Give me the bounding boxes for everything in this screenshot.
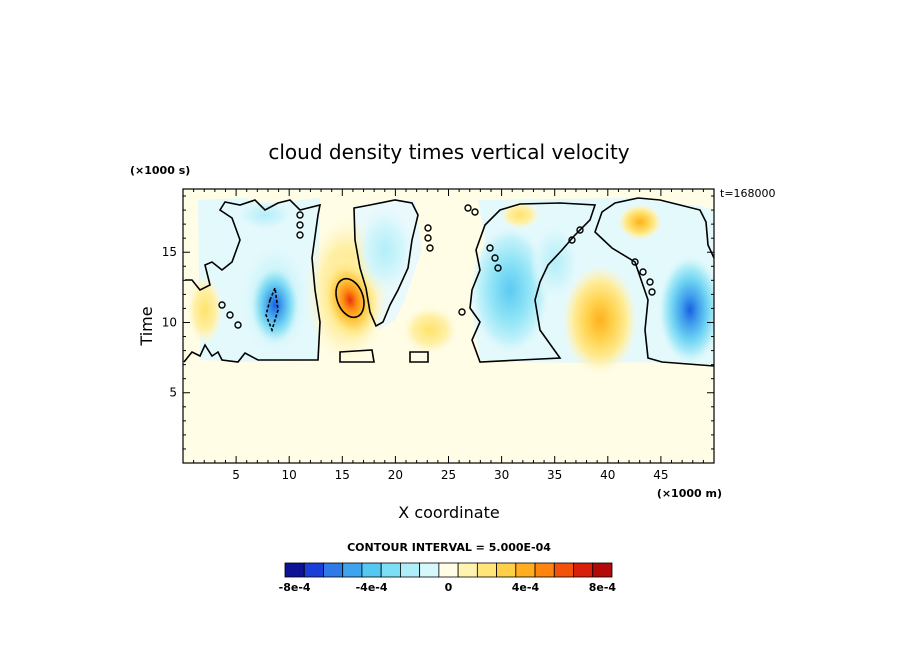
colorbar-swatch <box>361 562 382 578</box>
plot-area: 5 10 15 20 25 30 35 40 45 5 10 15 <box>162 188 715 482</box>
x-tick-label: 30 <box>494 468 509 482</box>
contour-positive-core <box>335 277 365 319</box>
colorbar-tick-label: -4e-4 <box>356 581 388 594</box>
y-tick-label: 15 <box>162 245 177 259</box>
feature-blue-top <box>235 199 295 231</box>
y-tick-label: 10 <box>162 315 177 329</box>
contour-blob-1 <box>339 349 375 363</box>
feature-orange <box>562 265 638 375</box>
contour-interval-label: CONTOUR INTERVAL = 5.000E-04 <box>347 541 551 554</box>
contour-mid-right <box>469 202 597 363</box>
feature-orange-top <box>618 204 662 240</box>
time-label: t=168000 <box>720 187 776 200</box>
colorbar-swatch <box>438 562 459 578</box>
zero-contours <box>183 197 714 367</box>
x-tick-label: 20 <box>388 468 403 482</box>
feature-blue-light-mid <box>355 205 415 295</box>
x-tick-label: 25 <box>441 468 456 482</box>
x-tick-label: 5 <box>232 468 240 482</box>
feature-blue-3 <box>530 222 580 302</box>
feature-blue-2 <box>470 225 550 355</box>
colorbar-tick-label: 8e-4 <box>589 581 617 594</box>
colorbar-tick-label: 4e-4 <box>512 581 540 594</box>
contour-left <box>183 199 322 363</box>
heatmap-field <box>183 197 714 375</box>
x-tick-label: 45 <box>653 468 668 482</box>
x-tick-label: 40 <box>600 468 615 482</box>
y-unit-label: (×1000 s) <box>130 164 190 177</box>
contour-negative-core <box>265 284 279 333</box>
colorbar-swatch <box>592 562 613 578</box>
colorbar-swatch <box>323 562 344 578</box>
chart-title: cloud density times vertical velocity <box>268 140 629 164</box>
feature-yellow-mid <box>402 306 458 354</box>
colorbar-swatch <box>515 562 536 578</box>
colorbar-tick-label: -8e-4 <box>279 581 311 594</box>
x-tick-label: 15 <box>335 468 350 482</box>
colorbar-tick-label: 0 <box>445 581 453 594</box>
ring-contours <box>218 204 656 329</box>
colorbar-swatch <box>534 562 555 578</box>
y-tick-label: 5 <box>169 386 177 400</box>
colorbar: -8e-4 -4e-4 0 4e-4 8e-4 <box>279 562 617 594</box>
feature-yellow-left <box>187 275 223 345</box>
feature-yellow-top <box>500 201 540 229</box>
colorbar-swatch <box>342 562 363 578</box>
y-axis-label: Time <box>137 306 156 346</box>
x-tick-label: 10 <box>282 468 297 482</box>
colorbar-swatch <box>496 562 517 578</box>
axis-ticks: 5 10 15 20 25 30 35 40 45 5 10 15 <box>162 189 714 482</box>
colorbar-swatch <box>400 562 421 578</box>
contour-mid-left <box>353 199 419 328</box>
feature-blue-core-1 <box>250 265 300 345</box>
colorbar-swatch <box>284 562 305 578</box>
colorbar-swatch <box>553 562 574 578</box>
colorbar-swatch <box>457 562 478 578</box>
colorbar-swatch <box>476 562 497 578</box>
x-tick-label: 35 <box>547 468 562 482</box>
contour-right <box>594 197 714 367</box>
colorbar-swatch <box>303 562 324 578</box>
x-unit-label: (×1000 m) <box>657 487 722 500</box>
feature-blue-4 <box>658 255 714 365</box>
colorbar-swatch <box>380 562 401 578</box>
colorbar-swatch <box>573 562 594 578</box>
contour-blob-2 <box>409 351 429 363</box>
x-axis-label: X coordinate <box>398 503 499 522</box>
colorbar-swatch <box>419 562 440 578</box>
